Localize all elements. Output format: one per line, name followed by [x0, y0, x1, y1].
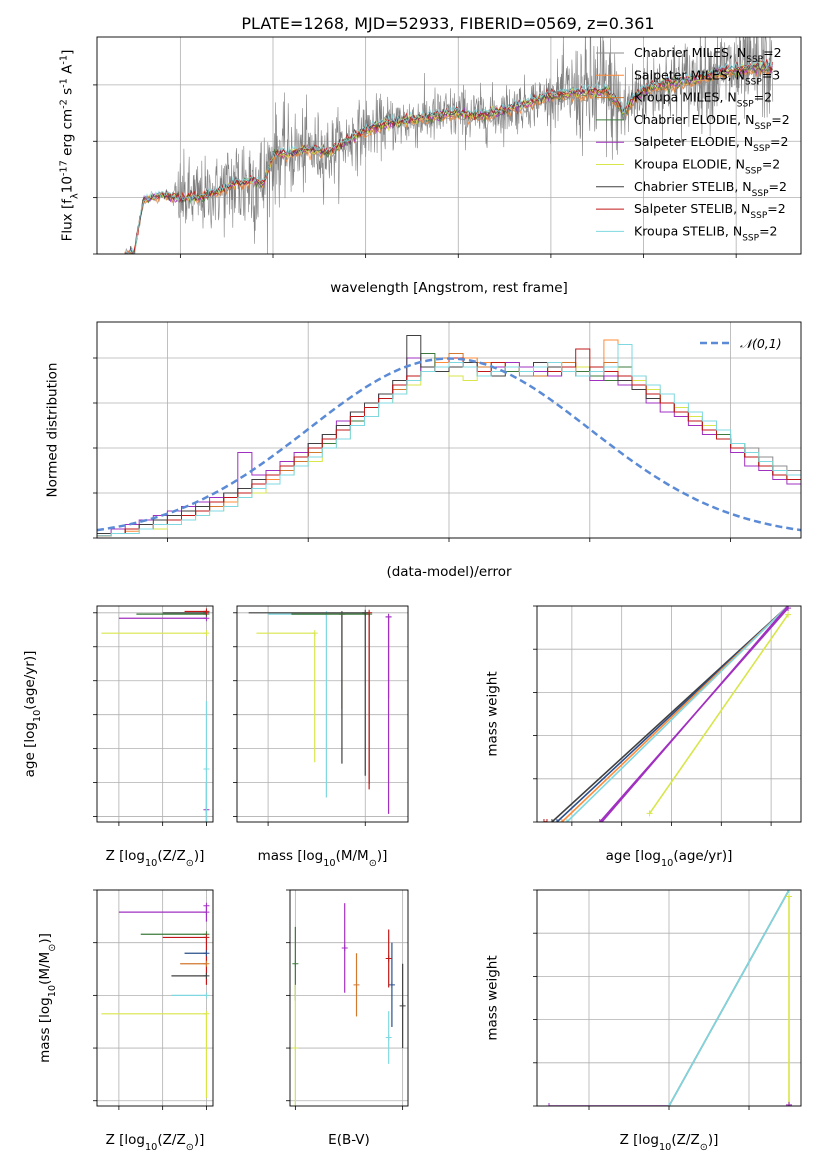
histogram-step	[97, 344, 801, 538]
x-axis-label: mass [log10(M/M⊙)]	[258, 848, 388, 869]
data-point-marker	[203, 630, 210, 637]
axes-frame	[289, 889, 409, 1107]
series-point-marker	[546, 1103, 552, 1106]
y-axis-label: age [log10(age/yr)]	[22, 651, 43, 778]
data-point-marker	[203, 992, 210, 999]
series-point-marker	[786, 890, 792, 893]
plot-area	[101, 902, 210, 1099]
gaussian-curve	[97, 357, 801, 532]
axes-frame	[96, 605, 214, 823]
legend-label: Kroupa ELODIE, NSSP=2	[634, 157, 780, 177]
figure-title: PLATE=1268, MJD=52933, FIBERID=0569, z=0…	[241, 14, 654, 33]
series-point-marker	[646, 810, 653, 817]
data-point-marker	[385, 1034, 392, 1041]
x-axis-label: (data-model)/error	[386, 564, 512, 580]
series-line	[566, 606, 789, 822]
x-axis-label: Z [log10(Z/Z⊙)]	[106, 848, 205, 869]
axes-frame	[536, 889, 802, 1107]
data-point-marker	[385, 613, 392, 620]
axes-frame	[536, 605, 802, 823]
data-point-marker	[203, 766, 210, 773]
model-spectrum-line	[125, 60, 773, 254]
data-point-marker	[388, 981, 395, 988]
legend-label: Salpeter ELODIE, NSSP=2	[634, 134, 788, 154]
legend-label: Chabrier ELODIE, NSSP=2	[634, 112, 790, 132]
data-point-marker	[341, 944, 348, 951]
axes-frame	[96, 889, 214, 1107]
plot-area	[248, 609, 392, 814]
series-point-marker	[558, 819, 565, 822]
panel-mass_weight_vs_age: age [log10(age/yr)] mass weight	[485, 605, 802, 869]
data-point-marker	[292, 1045, 299, 1052]
panel-mass_vs_ebv: E(B-V)	[286, 889, 409, 1148]
plot-area	[546, 890, 792, 1106]
plot-area	[101, 608, 210, 822]
legend-label: Chabrier STELIB, NSSP=2	[634, 179, 787, 199]
y-axis-label: Normed distribution	[45, 363, 61, 498]
data-point-marker	[353, 981, 360, 988]
series-point-marker	[553, 819, 560, 822]
x-axis-label: E(B-V)	[328, 1132, 370, 1148]
y-axis-label: Flux [fλ10-17 erg cm-2 s-1 A-1]	[58, 50, 80, 242]
legend-label: 𝒩(0,1)	[740, 336, 782, 351]
series-point-marker	[786, 1101, 792, 1106]
data-point-marker	[399, 1002, 406, 1009]
legend-label: Salpeter STELIB, NSSP=2	[634, 201, 786, 221]
data-point-marker	[203, 950, 210, 957]
y-axis-label: mass weight	[485, 955, 501, 1040]
axes-frame	[96, 321, 802, 539]
panel-spectrum: wavelength [Angstrom, rest frame] Flux [f…	[58, 36, 802, 296]
data-point-marker	[203, 972, 210, 979]
data-point-marker	[203, 1010, 210, 1017]
x-axis-label: age [log10(age/yr)]	[606, 848, 733, 869]
data-point-marker	[311, 630, 318, 637]
plot-area	[124, 37, 774, 254]
data-point-marker	[203, 934, 210, 941]
legend-label: Salpeter MILES, NSSP=3	[634, 67, 780, 87]
data-point-marker	[203, 960, 210, 967]
series-point-marker	[540, 819, 547, 822]
series-line	[599, 607, 789, 822]
x-axis-label: Z [log10(Z/Z⊙)]	[620, 1132, 719, 1153]
data-point-marker	[203, 902, 210, 909]
series-point-marker	[666, 1103, 672, 1106]
series-point-marker	[596, 819, 603, 822]
legend-label: Chabrier MILES, NSSP=2	[634, 45, 782, 65]
panel-age_vs_Z: Z [log10(Z/Z⊙)] age [log10(age/yr)]	[22, 605, 214, 869]
data-point-marker	[362, 609, 369, 616]
series-point-marker	[543, 819, 550, 822]
series-point-marker	[548, 819, 555, 822]
series-point-marker	[563, 819, 570, 822]
panel-mass_vs_Z: Z [log10(Z/Z⊙)] mass [log10(M/M⊙)]	[37, 889, 214, 1153]
x-axis-label: Z [log10(Z/Z⊙)]	[106, 1132, 205, 1153]
panel-age_vs_mass: mass [log10(M/M⊙)]	[233, 605, 409, 869]
plot-area	[292, 903, 406, 1106]
axes-frame	[236, 605, 409, 823]
series-line	[648, 614, 789, 814]
y-axis-label: mass [log10(M/M⊙)]	[37, 933, 58, 1063]
model-spectrum-line	[125, 58, 773, 254]
legend-label: Kroupa STELIB, NSSP=2	[634, 223, 778, 243]
plot-area	[540, 606, 792, 822]
data-spectrum-line	[124, 37, 774, 254]
y-axis-label: mass weight	[485, 671, 501, 756]
axes-frame	[96, 36, 802, 255]
panel-mass_weight_vs_Z: Z [log10(Z/Z⊙)] mass weight	[485, 889, 802, 1153]
plot-area	[97, 335, 801, 538]
data-point-marker	[385, 955, 392, 962]
legend-label: Kroupa MILES, NSSP=2	[634, 90, 772, 110]
series-point-marker	[786, 893, 792, 900]
model-spectrum-line	[124, 64, 773, 254]
series-line	[668, 890, 790, 1106]
panel-residuals: (data-model)/error Normed distribution 𝒩(0…	[45, 321, 802, 580]
series-point-marker	[785, 611, 792, 618]
x-axis-label: wavelength [Angstrom, rest frame]	[330, 280, 568, 296]
data-point-marker	[292, 960, 299, 967]
data-point-marker	[203, 608, 210, 615]
